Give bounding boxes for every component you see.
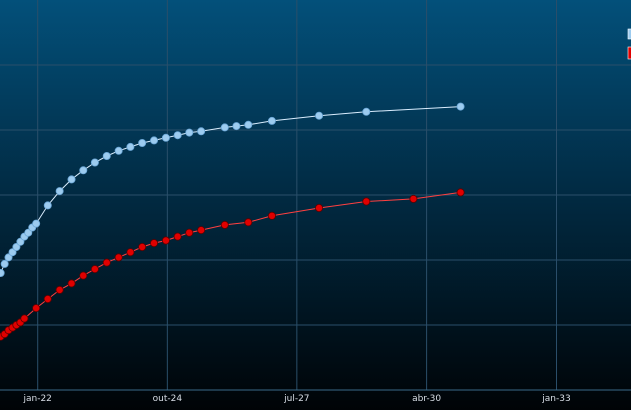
series-0-point-24	[220, 123, 229, 132]
x-tick-label-0: jan-22	[22, 394, 51, 404]
x-tick-label-2: jul-27	[283, 394, 309, 404]
series-0-point-16	[114, 146, 123, 155]
series-0-point-22	[185, 128, 194, 137]
series-0	[0, 102, 465, 277]
series-1-point-6	[20, 314, 29, 323]
series-0-point-1	[0, 259, 9, 268]
series-0-point-23	[197, 127, 206, 136]
series-0-point-2	[4, 253, 13, 262]
series-1-point-28	[456, 188, 465, 197]
series-1-point-8	[43, 294, 52, 303]
series-0-point-5	[16, 237, 25, 246]
series-1-point-27	[409, 194, 418, 203]
series-0-point-0	[0, 269, 5, 277]
series-0-point-14	[90, 158, 99, 167]
series-1-point-20	[185, 228, 194, 237]
series-1-point-11	[79, 271, 88, 280]
series-0-point-18	[138, 138, 147, 147]
series-0-point-28	[315, 111, 324, 120]
series-1-point-24	[267, 211, 276, 220]
series-0-point-12	[67, 175, 76, 184]
series-1-point-23	[244, 218, 253, 227]
series-0-point-17	[126, 142, 135, 151]
series-0-point-30	[456, 102, 465, 111]
series-1-point-18	[161, 236, 170, 245]
x-tick-labels: jan-22 out-24 jul-27 abr-30 jan-33	[22, 394, 570, 404]
series-0-point-20	[161, 133, 170, 142]
series-0-point-10	[43, 201, 52, 210]
series-1-point-25	[315, 203, 324, 212]
x-tick-label-1: out-24	[153, 394, 183, 404]
series-0-point-7	[24, 228, 33, 237]
legend-swatch-0	[627, 28, 631, 40]
series-1-point-14	[114, 253, 123, 262]
series-1-point-12	[90, 265, 99, 274]
series-1	[0, 188, 465, 341]
x-tick-label-3: abr-30	[412, 394, 441, 404]
legend	[627, 28, 631, 60]
series-0-point-11	[55, 187, 64, 196]
series-1-point-19	[173, 232, 182, 241]
series-0-point-27	[267, 116, 276, 125]
series-0-point-13	[79, 166, 88, 175]
series-1-point-9	[55, 285, 64, 294]
series-0-point-15	[102, 151, 111, 160]
series-1-point-15	[126, 248, 135, 257]
x-tick-label-4: jan-33	[541, 394, 570, 404]
series-1-point-26	[362, 197, 371, 206]
legend-swatch-1	[627, 46, 631, 60]
series-layer	[0, 102, 465, 341]
series-1-point-16	[138, 242, 147, 251]
series-1-point-22	[220, 220, 229, 229]
series-1-point-13	[102, 258, 111, 267]
series-0-point-21	[173, 131, 182, 140]
series-0-point-9	[32, 219, 41, 228]
series-0-point-29	[362, 107, 371, 116]
series-1-point-10	[67, 279, 76, 288]
series-0-point-19	[150, 136, 159, 145]
series-0-point-25	[232, 122, 241, 131]
series-1-point-21	[197, 226, 206, 235]
series-1-point-7	[32, 304, 41, 313]
series-1-point-17	[150, 239, 159, 248]
series-0-point-26	[244, 120, 253, 129]
series-0-point-4	[12, 242, 21, 251]
